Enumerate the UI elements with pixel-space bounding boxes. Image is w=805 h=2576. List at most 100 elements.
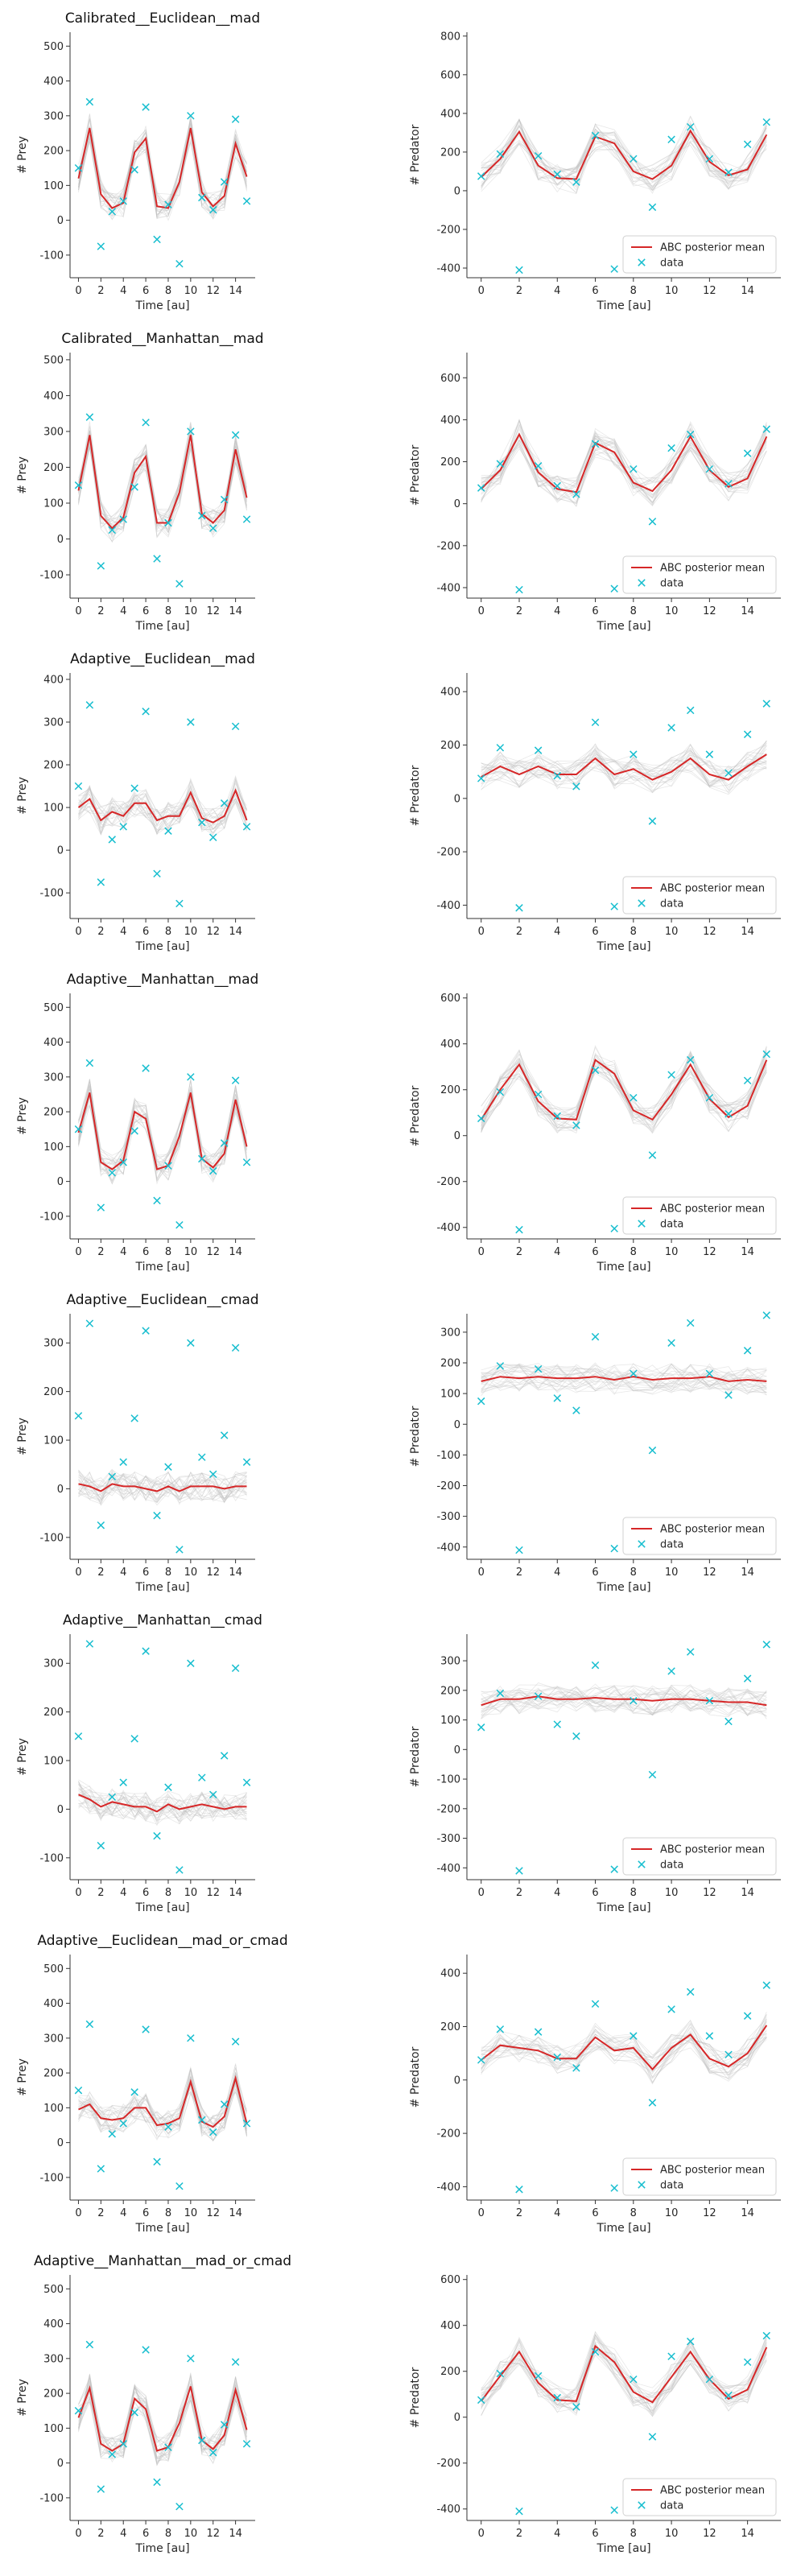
y-tick-label: 0 [454, 793, 460, 805]
ensemble-trace [481, 1064, 767, 1133]
y-tick-label: -200 [436, 1176, 460, 1188]
prey-data-markers [74, 701, 251, 908]
data-point [164, 518, 172, 527]
data-marker-stroke [208, 524, 217, 532]
data-point [97, 878, 105, 886]
data-marker-stroke [175, 2502, 184, 2511]
data-marker-stroke [85, 701, 94, 709]
data-point [477, 2396, 485, 2405]
data-marker-stroke [496, 1362, 505, 1370]
data-point [74, 2406, 83, 2415]
ensemble-trace [481, 2333, 767, 2416]
ensemble-trace [481, 2025, 767, 2070]
data-point [97, 1521, 105, 1530]
data-marker-stroke [108, 526, 117, 535]
ensemble-trace [78, 1792, 247, 1822]
data-point [762, 700, 771, 708]
data-point [515, 1225, 523, 1234]
data-marker-stroke [553, 481, 562, 490]
legend-data-swatch [638, 1540, 646, 1548]
y-tick-label: 200 [43, 146, 64, 158]
x-tick-label: 0 [75, 926, 81, 938]
data-point [762, 118, 771, 126]
data-point [705, 750, 714, 758]
ensemble-trace [78, 1471, 247, 1501]
data-marker-stroke [534, 462, 543, 470]
data-point [164, 1463, 172, 1471]
ensemble-trace [78, 2373, 247, 2459]
data-marker-stroke [705, 1093, 714, 1102]
data-marker-stroke [610, 1224, 618, 1232]
ensemble-trace [78, 779, 247, 834]
data-marker-stroke [231, 2358, 240, 2366]
data-marker-stroke [242, 2440, 251, 2448]
data-marker-stroke [477, 1397, 485, 1406]
ensemble-trace [481, 118, 767, 188]
x-tick-label: 8 [630, 2207, 637, 2219]
predator-panel-4: 0 2 4 6 8 10 12 14 -400 -300 -200 -100 0 100 200 300 Tim… [409, 1311, 781, 1594]
data-point [496, 2369, 505, 2378]
data-marker-stroke [85, 1640, 94, 1648]
data-point [515, 1867, 523, 1875]
x-tick-label: 6 [142, 285, 149, 297]
ensemble-trace [78, 129, 247, 214]
y-tick-label: 200 [440, 1084, 460, 1096]
data-marker-stroke [198, 818, 206, 827]
y-tick-label: -100 [39, 2492, 64, 2504]
data-point [108, 526, 117, 535]
y-tick-label: 500 [43, 1963, 64, 1975]
ensemble-trace [78, 1784, 247, 1822]
x-tick-label: 0 [478, 1887, 485, 1899]
y-tick-label: 100 [43, 2103, 64, 2115]
ensemble-trace [78, 785, 247, 828]
data-point [686, 122, 695, 131]
y-tick-label: 500 [43, 2284, 64, 2296]
predator-data-markers [477, 700, 771, 912]
y-axis-label: # Prey [16, 2379, 29, 2417]
data-marker-stroke [667, 444, 675, 452]
data-marker-stroke [667, 1071, 675, 1079]
x-tick-label: 10 [665, 2528, 679, 2540]
y-tick-label: 200 [440, 1358, 460, 1370]
x-tick-label: 14 [229, 1887, 242, 1899]
x-tick-label: 6 [142, 2528, 149, 2540]
data-point [231, 431, 240, 440]
data-marker-stroke [515, 2507, 523, 2516]
y-tick-label: 0 [57, 1176, 64, 1188]
ensemble-trace [481, 2025, 767, 2068]
data-point [198, 818, 206, 827]
ensemble-trace [481, 1685, 767, 1717]
data-point [85, 1059, 94, 1067]
data-marker-stroke [705, 1369, 714, 1378]
legend-data-label: data [660, 578, 683, 590]
ensemble-trace [78, 1472, 247, 1501]
data-marker-stroke [686, 1648, 695, 1656]
data-marker-stroke [242, 197, 251, 205]
data-marker-stroke [97, 2165, 105, 2173]
data-marker-stroke [705, 2375, 714, 2384]
data-marker-stroke [130, 483, 138, 491]
ensemble-trace [78, 1086, 247, 1179]
data-marker-stroke [610, 584, 618, 592]
ensemble-trace [78, 433, 247, 534]
x-tick-label: 8 [165, 2207, 171, 2219]
data-marker-stroke [242, 1158, 251, 1166]
data-point [153, 1831, 161, 1840]
ensemble-trace [78, 2072, 247, 2132]
ensemble-trace [78, 1472, 247, 1501]
x-tick-label: 2 [97, 1567, 104, 1579]
data-point [648, 1770, 657, 1779]
y-tick-label: 200 [43, 462, 64, 474]
ensemble-trace [481, 2339, 767, 2408]
x-tick-label: 8 [165, 1887, 171, 1899]
ensemble-trace [481, 1046, 767, 1127]
data-marker-stroke [648, 1446, 657, 1455]
x-tick-label: 10 [184, 285, 198, 297]
data-marker-stroke [142, 2025, 150, 2033]
y-tick-label: 0 [454, 185, 460, 197]
data-point [496, 744, 505, 752]
data-marker-stroke [74, 1125, 83, 1133]
x-tick-label: 4 [554, 926, 560, 938]
x-tick-label: 2 [516, 2207, 522, 2219]
ensemble-trace [78, 436, 247, 540]
